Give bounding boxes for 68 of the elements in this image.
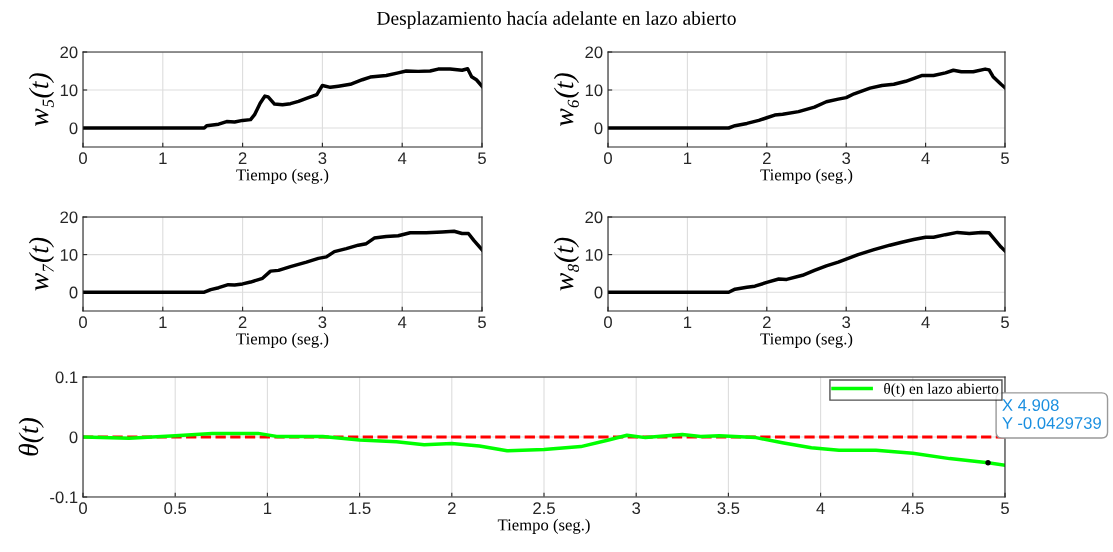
x-axis-title: Tiempo (seg.) — [236, 332, 329, 348]
x-tick-label: 5 — [1001, 152, 1009, 165]
text: Desplazamiento hacía adelante en lazo abierto — [377, 11, 736, 29]
y-axis-title: w₅(t) — [28, 73, 55, 127]
line-series — [608, 230, 1005, 294]
x-axis-title: Tiempo (seg.) — [497, 518, 590, 534]
x-tick-label: 2 — [763, 316, 771, 328]
x-tick-label: 1 — [159, 152, 167, 164]
x-axis-title: Tiempo (seg.) — [760, 332, 853, 348]
x-tick-label: 2 — [238, 152, 247, 164]
y-tick-label: 0 — [594, 286, 603, 299]
x-tick-label: 5 — [1001, 502, 1009, 515]
x-tick-label: 4 — [397, 316, 407, 328]
x-tick-label: 4 — [397, 152, 407, 164]
x-tick-label: 1.5 — [349, 502, 371, 515]
x-tick-label: 3 — [842, 152, 851, 165]
x-tick-label: 3.5 — [717, 502, 740, 515]
x-tick-label: 5 — [478, 152, 486, 165]
y-tick-label: 0 — [594, 122, 603, 135]
x-tick-label: 3 — [632, 502, 641, 515]
x-tick-label: 4 — [921, 316, 930, 328]
x-tick-label: 4 — [816, 502, 825, 514]
y-tick-label: 10 — [585, 84, 603, 97]
x-tick-label: 3 — [318, 152, 327, 165]
y-tick-label: 20 — [60, 211, 78, 224]
y-axis-title: θ(t) — [18, 417, 44, 456]
x-tick-label: 0 — [604, 152, 612, 165]
y-tick-label: 0 — [69, 122, 78, 135]
x-tick-label: 0 — [79, 316, 87, 329]
x-tick-label: 1 — [684, 152, 692, 164]
x-tick-label: 0 — [79, 502, 87, 515]
x-axis-title: Tiempo (seg.) — [760, 168, 853, 184]
x-tick-label: 1 — [264, 502, 272, 514]
x-tick-label: 2.5 — [533, 502, 555, 515]
x-tick-label: 4 — [921, 152, 930, 164]
y-tick-label: -0.1 — [50, 491, 78, 504]
y-tick-label: 0 — [69, 286, 78, 299]
x-tick-label: 1 — [684, 316, 692, 328]
y-tick-label: 10 — [60, 84, 78, 97]
y-tick-label: 10 — [60, 249, 78, 261]
line-series — [83, 229, 482, 294]
y-tick-label: 10 — [585, 249, 603, 261]
y-axis-title: w₆(t) — [553, 73, 580, 127]
x-tick-label: 2 — [448, 502, 456, 514]
y-axis-title: w₇(t) — [28, 237, 55, 291]
x-tick-label: 2 — [763, 152, 771, 164]
x-tick-label: 3 — [318, 316, 327, 329]
x-tick-label: 2 — [238, 316, 247, 328]
y-tick-label: 0.1 — [55, 371, 78, 384]
line-series — [608, 67, 1005, 130]
x-tick-label: 0 — [79, 152, 87, 165]
x-axis-title: Tiempo (seg.) — [236, 168, 329, 184]
y-axis-title: w₈(t) — [553, 237, 580, 291]
x-tick-label: 5 — [1001, 316, 1009, 329]
x-tick-label: 4.5 — [901, 502, 924, 515]
x-tick-label: 3 — [842, 316, 851, 329]
x-tick-label: 0 — [604, 316, 612, 329]
line-series — [83, 431, 1005, 467]
x-tick-label: 1 — [159, 316, 167, 328]
y-tick-label: 20 — [60, 46, 78, 59]
line-series — [83, 66, 482, 130]
y-tick-label: 20 — [585, 211, 603, 224]
legend-label: θ(t) en lazo abierto — [884, 383, 999, 398]
y-tick-label: 20 — [585, 46, 603, 59]
y-tick-label: 0 — [69, 431, 78, 444]
x-tick-label: 0.5 — [164, 502, 187, 515]
annotation: X 4.908 Y -0.0429739 — [1002, 399, 1101, 429]
x-tick-label: 5 — [478, 316, 486, 329]
